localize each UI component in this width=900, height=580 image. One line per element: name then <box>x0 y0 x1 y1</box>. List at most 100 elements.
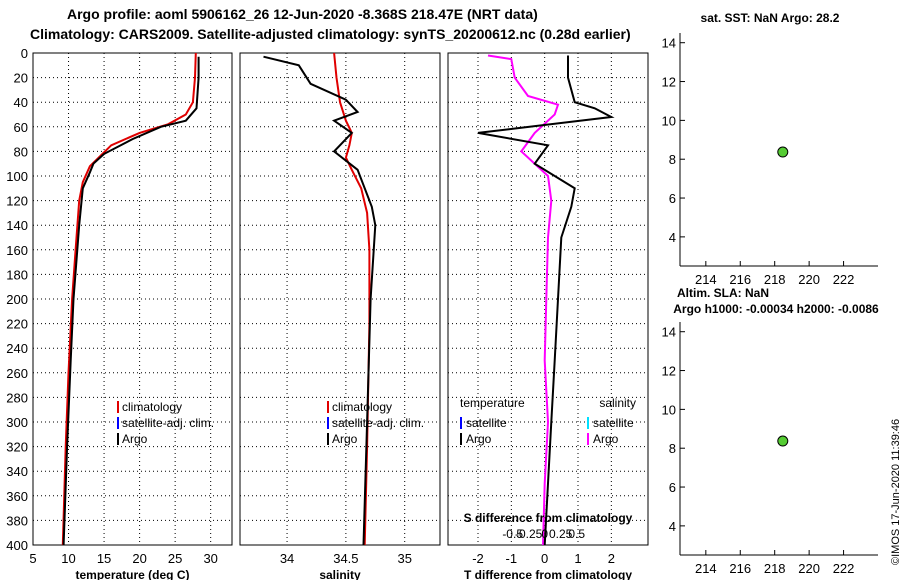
map-ytick-1-4: 12 <box>662 364 676 379</box>
legend-label-salinity-2: Argo <box>332 432 358 446</box>
x-tick-difference-3: 1 <box>574 551 581 566</box>
series-line-difference-1 <box>477 55 615 546</box>
series-line-temperature-0 <box>61 52 197 546</box>
secondary-tick-4: 0.5 <box>568 527 585 541</box>
map-xtick-0-3: 220 <box>798 272 820 287</box>
legend-label-sdiff-1: Argo <box>593 432 619 446</box>
x-tick-difference-4: 2 <box>608 551 615 566</box>
series-line-temperature-1 <box>62 56 200 546</box>
legend-label-tdiff-1: Argo <box>466 432 492 446</box>
map-ytick-0-1: 6 <box>669 191 676 206</box>
map-point-1-0 <box>777 435 789 447</box>
y-tick-15: 300 <box>6 415 28 430</box>
map-ytick-0-5: 14 <box>662 36 676 51</box>
header-line-2: Climatology: CARS2009. Satellite-adjuste… <box>30 26 631 42</box>
legend-swatch-temperature-0 <box>117 401 119 413</box>
map-ytick-1-3: 10 <box>662 402 676 417</box>
x-tick-temperature-5: 30 <box>203 551 217 566</box>
y-tick-3: 60 <box>14 120 28 135</box>
secondary-tick-1: -0.25 <box>515 527 543 541</box>
map-ytick-0-2: 8 <box>669 152 676 167</box>
imos-stamp: ©IMOS 17-Jun-2020 11:39:46 <box>890 418 900 565</box>
legend-swatch-salinity-0 <box>327 401 329 413</box>
y-tick-8: 160 <box>6 243 28 258</box>
x-tick-difference-2: 0 <box>541 551 548 566</box>
x-tick-salinity-0: 34 <box>280 551 294 566</box>
legend-swatch-tdiff-0 <box>460 417 462 429</box>
legend-swatch-salinity-2 <box>327 433 329 445</box>
x-tick-salinity-2: 35 <box>397 551 411 566</box>
y-tick-13: 260 <box>6 366 28 381</box>
x-axis-label-difference: T difference from climatology <box>464 568 632 580</box>
y-tick-6: 120 <box>6 194 28 209</box>
secondary-axis-label: S difference from climatology <box>464 511 633 525</box>
map-xtick-1-4: 222 <box>833 561 855 576</box>
secondary-tick-2: 0 <box>541 527 548 541</box>
map-title-sla: Altim. SLA: NaN <box>677 286 769 300</box>
secondary-tick-0: -0.5 <box>502 527 523 541</box>
x-tick-temperature-4: 25 <box>168 551 182 566</box>
map-ytick-1-1: 6 <box>669 480 676 495</box>
y-tick-1: 20 <box>14 71 28 86</box>
map-point-0-0 <box>777 146 789 158</box>
map-xtick-1-3: 220 <box>798 561 820 576</box>
map-title-sst: sat. SST: NaN Argo: 28.2 <box>701 11 840 25</box>
x-tick-temperature-2: 15 <box>97 551 111 566</box>
legend-title-salinity: salinity <box>599 396 636 410</box>
y-tick-14: 280 <box>6 390 28 405</box>
legend-swatch-sdiff-1 <box>587 433 589 445</box>
x-tick-temperature-3: 20 <box>132 551 146 566</box>
map-xtick-0-1: 216 <box>729 272 751 287</box>
legend-swatch-temperature-1 <box>117 417 119 429</box>
map-xtick-0-0: 214 <box>695 272 717 287</box>
y-tick-12: 240 <box>6 341 28 356</box>
y-tick-9: 180 <box>6 267 28 282</box>
map-ytick-1-2: 8 <box>669 441 676 456</box>
series-line-salinity-1 <box>263 55 377 546</box>
map-title-height: Argo h1000: -0.00034 h2000: -0.0086 <box>673 302 879 316</box>
y-tick-19: 380 <box>6 513 28 528</box>
y-tick-11: 220 <box>6 317 28 332</box>
y-tick-5: 100 <box>6 169 28 184</box>
map-ytick-1-0: 4 <box>669 519 676 534</box>
y-tick-4: 80 <box>14 144 28 159</box>
map-ytick-1-5: 14 <box>662 325 676 340</box>
map-xtick-0-4: 222 <box>833 272 855 287</box>
secondary-tick-3: 0.25 <box>549 527 573 541</box>
map-ytick-0-3: 10 <box>662 113 676 128</box>
x-tick-salinity-1: 34.5 <box>333 551 358 566</box>
legend-label-temperature-0: climatology <box>122 400 182 414</box>
legend-label-sdiff-0: satellite <box>593 416 634 430</box>
y-tick-2: 40 <box>14 95 28 110</box>
legend-label-temperature-1: satellite-adj. clim. <box>122 416 214 430</box>
legend-label-salinity-0: climatology <box>332 400 392 414</box>
legend-title-temperature: temperature <box>460 396 525 410</box>
x-axis-label-temperature: temperature (deg C) <box>75 568 189 580</box>
legend-label-temperature-2: Argo <box>122 432 148 446</box>
series-line-difference-0 <box>487 54 560 546</box>
map-ytick-0-4: 12 <box>662 75 676 90</box>
legend-swatch-temperature-2 <box>117 433 119 445</box>
y-tick-18: 360 <box>6 489 28 504</box>
x-tick-temperature-0: 5 <box>29 551 36 566</box>
plot-frame-temperature <box>32 52 233 546</box>
legend-swatch-salinity-1 <box>327 417 329 429</box>
legend-label-tdiff-0: satellite <box>466 416 507 430</box>
map-ytick-0-0: 4 <box>669 230 676 245</box>
x-tick-difference-0: -2 <box>472 551 484 566</box>
map-xtick-1-2: 218 <box>764 561 786 576</box>
header-line-1: Argo profile: aoml 5906162_26 12-Jun-202… <box>67 6 538 22</box>
y-tick-7: 140 <box>6 218 28 233</box>
legend-swatch-sdiff-0 <box>587 417 589 429</box>
legend-label-salinity-1: satellite-adj. clim. <box>332 416 424 430</box>
x-axis-label-salinity: salinity <box>319 568 361 580</box>
map-xtick-0-2: 218 <box>764 272 786 287</box>
y-tick-0: 0 <box>21 46 28 61</box>
y-tick-10: 200 <box>6 292 28 307</box>
map-xtick-1-1: 216 <box>729 561 751 576</box>
map-xtick-1-0: 214 <box>695 561 717 576</box>
y-tick-16: 320 <box>6 440 28 455</box>
x-tick-difference-1: -1 <box>506 551 518 566</box>
legend-swatch-tdiff-1 <box>460 433 462 445</box>
